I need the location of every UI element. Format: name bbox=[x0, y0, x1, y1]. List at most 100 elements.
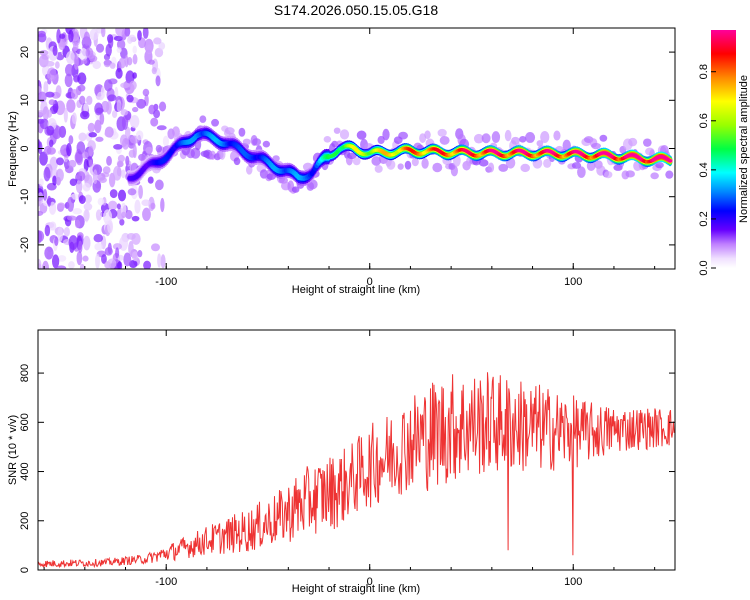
noise-blob bbox=[47, 195, 52, 207]
noise-blob bbox=[103, 209, 113, 225]
halo-blob bbox=[421, 158, 429, 169]
noise-blob bbox=[107, 94, 117, 102]
halo-blob bbox=[665, 170, 674, 179]
noise-blob bbox=[46, 147, 56, 155]
noise-blob bbox=[137, 250, 143, 258]
noise-blob bbox=[43, 166, 51, 182]
halo-blob bbox=[245, 165, 253, 175]
noise-blob bbox=[120, 109, 129, 116]
y-tick-label: -20 bbox=[19, 237, 31, 253]
noise-blob bbox=[38, 192, 44, 205]
halo-blob bbox=[543, 158, 552, 168]
noise-blob bbox=[117, 261, 123, 269]
noise-blob bbox=[89, 28, 99, 41]
noise-blob bbox=[107, 258, 117, 269]
noise-blob bbox=[128, 149, 136, 158]
noise-blob bbox=[125, 155, 130, 166]
halo-blob bbox=[519, 135, 527, 143]
noise-blob bbox=[153, 109, 161, 119]
halo-blob bbox=[323, 136, 332, 143]
noise-blob bbox=[132, 72, 137, 79]
noise-blob bbox=[41, 260, 50, 269]
noise-blob bbox=[57, 204, 66, 210]
halo-blob bbox=[233, 157, 241, 166]
x-tick-label: 0 bbox=[367, 576, 373, 588]
noise-blob bbox=[112, 165, 122, 181]
noise-blob bbox=[57, 255, 67, 262]
noise-blob bbox=[43, 81, 49, 94]
noise-blob bbox=[52, 175, 57, 186]
colorbar-tick-label: 0.2 bbox=[698, 211, 710, 226]
halo-blob bbox=[352, 157, 361, 166]
noise-blob bbox=[49, 221, 57, 231]
x-tick-label: 100 bbox=[564, 576, 582, 588]
noise-blob bbox=[95, 253, 100, 269]
noise-blob bbox=[79, 263, 85, 269]
figure-title: S174.2026.050.15.05.G18 bbox=[274, 2, 438, 18]
noise-blob bbox=[118, 57, 126, 69]
noise-blob bbox=[94, 242, 103, 251]
y-tick-label: -10 bbox=[19, 189, 31, 205]
noise-blob bbox=[95, 209, 103, 221]
spectrogram-y-axis: -20 -10 0 10 20 bbox=[19, 46, 675, 253]
noise-blob bbox=[155, 75, 161, 87]
noise-blob bbox=[83, 235, 91, 251]
halo-blob bbox=[599, 134, 608, 142]
noise-blob bbox=[136, 130, 144, 141]
noise-blob bbox=[111, 110, 118, 118]
noise-blob bbox=[117, 154, 125, 163]
noise-blob bbox=[54, 61, 60, 69]
noise-blob bbox=[94, 102, 103, 116]
noise-blob bbox=[92, 169, 98, 185]
halo-blob bbox=[432, 162, 443, 173]
noise-blob bbox=[162, 135, 170, 147]
noise-blob bbox=[116, 47, 122, 53]
halo-blob bbox=[650, 172, 659, 180]
halo-blob bbox=[291, 186, 300, 193]
noise-blob bbox=[38, 178, 44, 187]
halo-blob bbox=[520, 163, 531, 173]
noise-blob bbox=[71, 112, 77, 125]
halo-blob bbox=[145, 146, 153, 154]
noise-blob bbox=[64, 63, 74, 77]
colorbar-tick-label: 0.0 bbox=[698, 260, 710, 275]
noise-blob bbox=[116, 99, 122, 112]
noise-blob bbox=[120, 82, 130, 89]
noise-blob bbox=[77, 84, 86, 92]
noise-blob bbox=[143, 260, 152, 269]
noise-blob bbox=[83, 102, 89, 113]
noise-blob bbox=[81, 59, 88, 65]
halo-blob bbox=[553, 130, 561, 141]
noise-blob bbox=[88, 159, 93, 167]
noise-blob bbox=[122, 138, 130, 150]
noise-blob bbox=[102, 166, 111, 174]
y-tick-label: 200 bbox=[19, 512, 31, 530]
noise-blob bbox=[94, 119, 102, 134]
noise-blob bbox=[66, 143, 72, 157]
halo-blob bbox=[625, 170, 635, 178]
colorbar-label: Normalized spectral amplitude bbox=[738, 75, 750, 223]
halo-blob bbox=[437, 128, 447, 137]
noise-blob bbox=[68, 159, 77, 168]
noise-blob bbox=[49, 139, 54, 148]
halo-blob bbox=[478, 159, 489, 167]
noise-blob bbox=[38, 230, 43, 244]
spectrogram-x-label: Height of straight line (km) bbox=[292, 284, 420, 296]
noise-blob bbox=[121, 115, 129, 130]
noise-blob bbox=[87, 122, 95, 133]
halo-blob bbox=[571, 162, 582, 169]
noise-blob bbox=[145, 44, 153, 55]
noise-blob bbox=[59, 33, 66, 39]
noise-blob bbox=[124, 126, 131, 140]
snr-background bbox=[38, 330, 675, 570]
halo-blob bbox=[377, 135, 385, 145]
halo-blob bbox=[155, 144, 163, 153]
halo-blob bbox=[604, 171, 613, 179]
noise-blob bbox=[158, 101, 167, 112]
halo-blob bbox=[439, 135, 450, 145]
noise-blob bbox=[38, 91, 47, 103]
noise-blob bbox=[115, 247, 120, 259]
noise-blob bbox=[104, 79, 113, 92]
noise-blob bbox=[138, 184, 143, 199]
noise-blob bbox=[97, 197, 105, 206]
